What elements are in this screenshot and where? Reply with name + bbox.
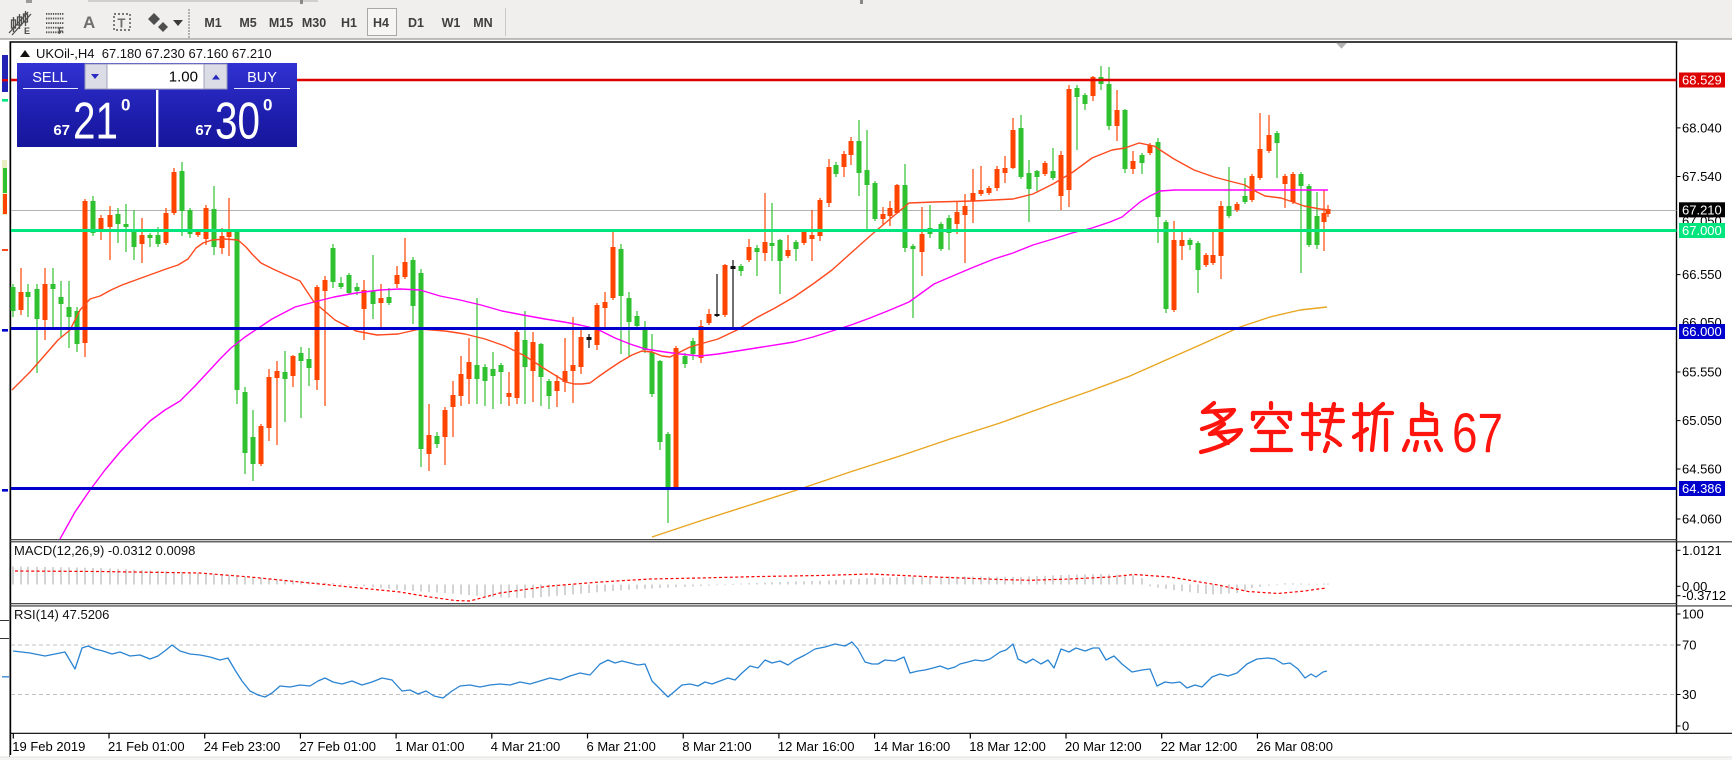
svg-text:19 Feb 2019: 19 Feb 2019 (12, 739, 85, 754)
svg-text:22 Mar 12:00: 22 Mar 12:00 (1161, 739, 1238, 754)
svg-text:1.0121: 1.0121 (1682, 543, 1722, 558)
svg-text:8 Mar 21:00: 8 Mar 21:00 (682, 739, 751, 754)
svg-text:27 Feb 01:00: 27 Feb 01:00 (299, 739, 376, 754)
svg-text:21: 21 (73, 93, 118, 151)
svg-text:68.529: 68.529 (1682, 73, 1722, 88)
svg-text:64.560: 64.560 (1682, 462, 1722, 477)
svg-text:M1: M1 (204, 16, 221, 30)
svg-text:6 Mar 21:00: 6 Mar 21:00 (587, 739, 656, 754)
svg-text:MN: MN (473, 16, 492, 30)
svg-text:RSI(14) 47.5206: RSI(14) 47.5206 (14, 607, 109, 622)
svg-text:14 Mar 16:00: 14 Mar 16:00 (874, 739, 951, 754)
svg-text:0: 0 (121, 96, 130, 115)
svg-text:24 Feb 23:00: 24 Feb 23:00 (204, 739, 281, 754)
svg-text:SELL: SELL (32, 70, 67, 86)
svg-text:100: 100 (1682, 607, 1704, 622)
svg-text:E: E (24, 26, 30, 36)
svg-text:0.00: 0.00 (1682, 579, 1707, 594)
svg-text:T: T (118, 16, 126, 31)
svg-text:67: 67 (53, 122, 70, 139)
svg-text:64.060: 64.060 (1682, 512, 1722, 527)
svg-text:66.000: 66.000 (1682, 324, 1722, 339)
svg-text:67: 67 (1452, 401, 1503, 464)
svg-text:1 Mar 01:00: 1 Mar 01:00 (395, 739, 464, 754)
svg-text:67.540: 67.540 (1682, 169, 1722, 184)
svg-text:W1: W1 (442, 16, 461, 30)
svg-text:18 Mar 12:00: 18 Mar 12:00 (969, 739, 1046, 754)
svg-text:BUY: BUY (247, 70, 277, 86)
svg-text:65.050: 65.050 (1682, 413, 1722, 428)
svg-text:68.040: 68.040 (1682, 120, 1722, 135)
svg-text:67.210: 67.210 (1682, 202, 1722, 217)
svg-text:M15: M15 (269, 16, 293, 30)
svg-text:20 Mar 12:00: 20 Mar 12:00 (1065, 739, 1142, 754)
svg-text:64.386: 64.386 (1682, 481, 1722, 496)
svg-text:66.550: 66.550 (1682, 267, 1722, 282)
svg-text:67: 67 (195, 122, 212, 139)
svg-text:26 Mar 08:00: 26 Mar 08:00 (1256, 739, 1333, 754)
svg-text:MACD(12,26,9) -0.0312 0.0098: MACD(12,26,9) -0.0312 0.0098 (14, 543, 195, 558)
svg-text:30: 30 (215, 93, 260, 151)
svg-text:H1: H1 (341, 16, 357, 30)
svg-text:21 Feb 01:00: 21 Feb 01:00 (108, 739, 185, 754)
svg-text:-0.3712: -0.3712 (1682, 588, 1726, 603)
svg-text:30: 30 (1682, 687, 1696, 702)
svg-text:4 Mar 21:00: 4 Mar 21:00 (491, 739, 560, 754)
svg-text:D1: D1 (408, 16, 424, 30)
svg-text:M5: M5 (239, 16, 256, 30)
svg-text:UKOil-,H4 67.180 67.230 67.16: UKOil-,H4 67.180 67.230 67.160 67.210 (36, 46, 272, 61)
svg-text:12 Mar 16:00: 12 Mar 16:00 (778, 739, 855, 754)
svg-text:65.550: 65.550 (1682, 365, 1722, 380)
svg-text:0: 0 (263, 96, 272, 115)
svg-text:M30: M30 (302, 16, 326, 30)
svg-text:H4: H4 (373, 16, 389, 30)
svg-text:0: 0 (1682, 719, 1689, 734)
svg-text:67.000: 67.000 (1682, 223, 1722, 238)
svg-text:A: A (83, 13, 95, 32)
svg-text:70: 70 (1682, 638, 1696, 653)
svg-text:1.00: 1.00 (169, 69, 198, 86)
svg-text:F: F (58, 26, 64, 36)
